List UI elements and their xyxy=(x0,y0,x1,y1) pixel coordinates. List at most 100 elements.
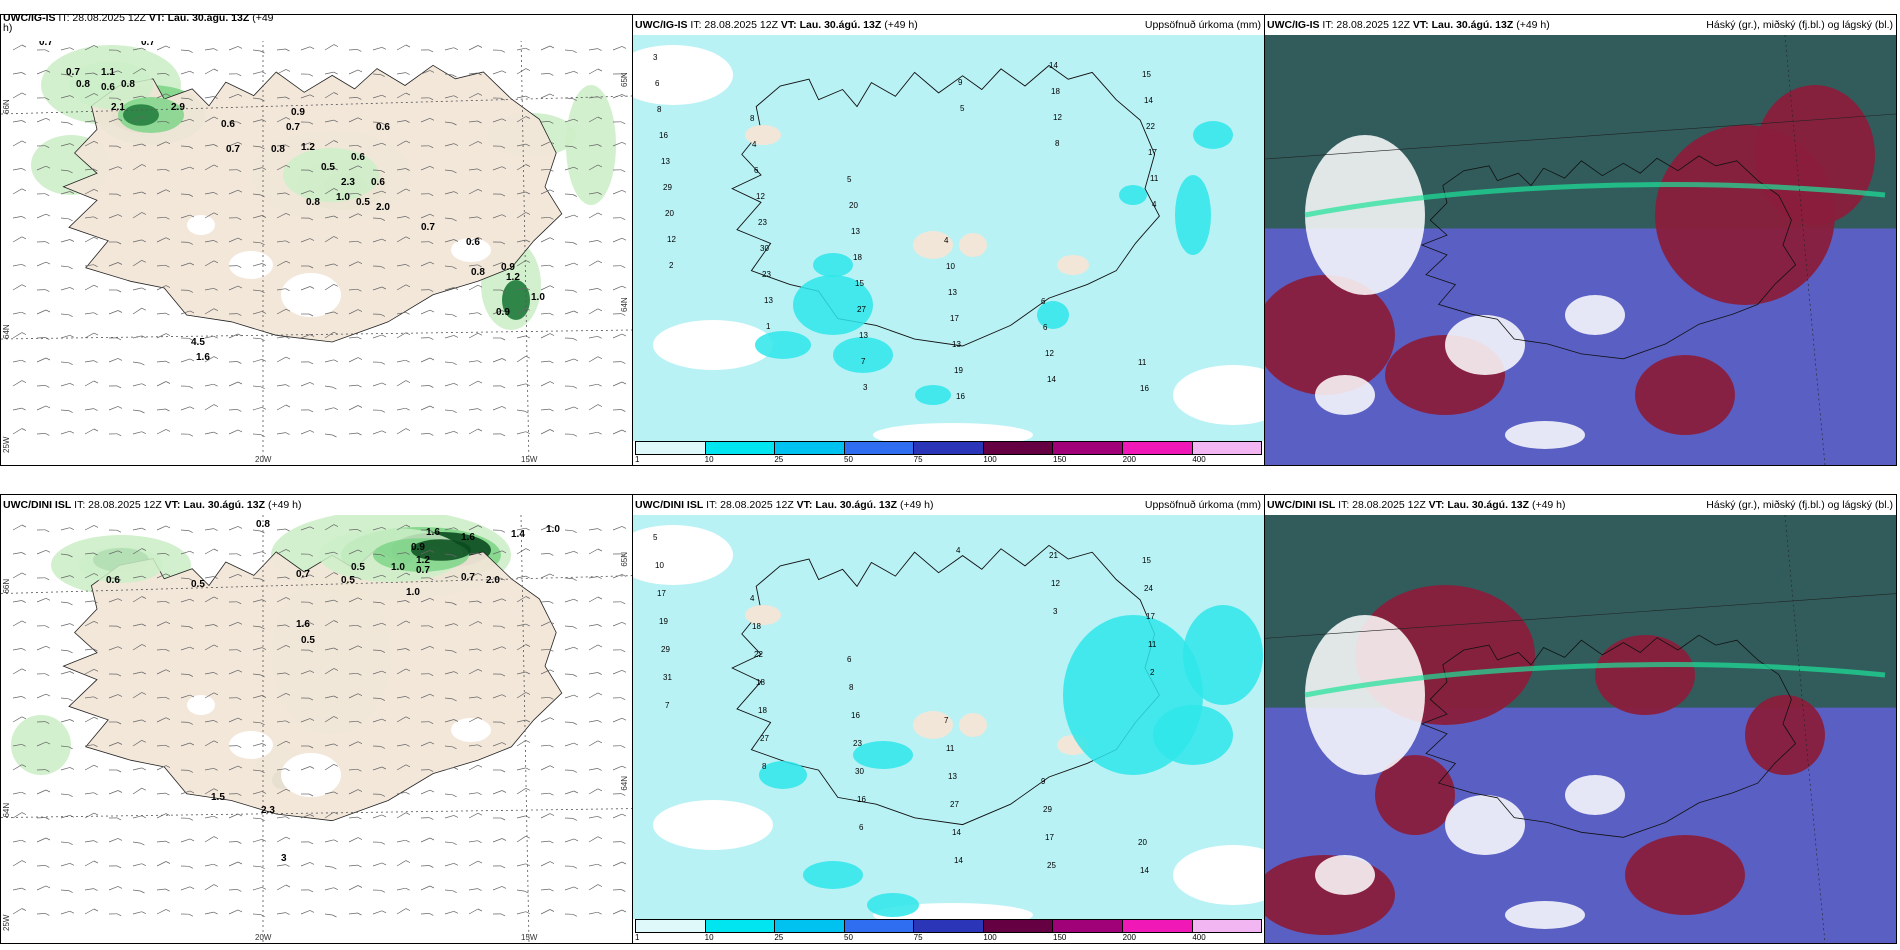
wind-barb-feather xyxy=(429,789,435,793)
wind-barb xyxy=(60,623,70,627)
wind-barb-feather xyxy=(597,863,602,867)
wind-barb xyxy=(564,70,575,75)
precip-value-label: 0.5 xyxy=(301,635,315,646)
wind-barb xyxy=(156,573,167,579)
glacier xyxy=(229,731,273,759)
wind-barb xyxy=(204,308,215,315)
wind-barb-feather xyxy=(285,788,291,792)
accumulated-precip-map[interactable]: 3854611642010616861313121516121817141413… xyxy=(633,15,1264,465)
wind-barb-feather xyxy=(405,600,410,603)
wind-barb-feather xyxy=(141,911,146,915)
wind-barb-feather xyxy=(573,118,579,122)
wind-barb xyxy=(324,236,334,243)
wind-barb-feather xyxy=(165,573,171,577)
wind-barb xyxy=(588,884,599,891)
init-time: IT: 28.08.2025 12Z xyxy=(55,15,149,24)
precip-value-label: 0.7 xyxy=(296,569,310,580)
wind-barb-feather xyxy=(453,862,459,866)
wind-barb-feather xyxy=(285,864,290,867)
precip-value-label: 12 xyxy=(756,192,765,201)
wind-barb xyxy=(84,648,94,651)
wind-barb-feather xyxy=(21,428,27,431)
wind-barb xyxy=(36,69,47,75)
wind-barb-feather xyxy=(68,794,73,798)
wind-barb xyxy=(276,836,287,843)
wind-barb xyxy=(60,334,71,339)
wind-barb-feather xyxy=(429,885,435,889)
wind-barb-feather xyxy=(165,525,171,529)
wind-barb-feather xyxy=(477,284,483,288)
wind-barb xyxy=(84,72,94,75)
wind-barb xyxy=(60,745,69,748)
wind-barb xyxy=(516,335,526,339)
precip-value-label: 19 xyxy=(954,366,963,375)
wind-barb-feather xyxy=(453,815,459,818)
panel-header: UWC/IG-IS IT: 28.08.2025 12Z VT: Lau. 30… xyxy=(633,15,1264,35)
clear-sky-area xyxy=(1445,315,1525,375)
wind-barb-feather xyxy=(93,620,99,624)
precip-wind-map[interactable]: 0.7 0.71.10.70.8 0.6 0.82.1 2.90.60.70.90.70… xyxy=(1,15,632,465)
wind-barb-feather xyxy=(93,840,98,843)
wind-barb-feather xyxy=(45,625,50,629)
wind-barb-feather xyxy=(260,338,265,342)
wind-barb xyxy=(60,73,69,76)
wind-barb-feather xyxy=(381,430,387,434)
wind-barb xyxy=(324,284,334,291)
wind-barb-feather xyxy=(309,286,315,289)
wind-barb xyxy=(12,72,22,75)
wind-barb-feather xyxy=(333,71,338,75)
wind-barb-feather xyxy=(429,261,435,265)
wind-barb xyxy=(84,600,94,603)
wind-barb xyxy=(372,649,381,651)
cloud-cover-map[interactable] xyxy=(1265,495,1896,943)
field-title: Háský (gr.), miðský (fj.bl.) og lágský (… xyxy=(1706,19,1893,31)
wind-barb xyxy=(396,839,406,843)
wind-barb-feather xyxy=(429,165,435,169)
wind-barb xyxy=(588,240,598,243)
precip-value-label: 2 xyxy=(1150,668,1155,677)
cloud-cover-map[interactable] xyxy=(1265,15,1896,465)
wind-barb-feather xyxy=(549,45,555,49)
wind-barb-feather xyxy=(309,382,315,385)
wind-barb-feather xyxy=(117,598,123,602)
wind-barb-feather xyxy=(333,716,338,719)
dry-area xyxy=(745,125,781,145)
precip-value-label: 27 xyxy=(857,305,866,314)
wind-barb-feather xyxy=(572,98,577,101)
wind-barb-feather xyxy=(452,890,457,894)
wind-barb-feather xyxy=(237,669,243,673)
wind-barb xyxy=(348,912,358,915)
wind-barb xyxy=(108,886,119,891)
wind-barb xyxy=(180,406,191,411)
accumulated-precip-map[interactable]: 5467920101881129141722161317151918232725… xyxy=(633,495,1264,943)
precip-value-label: 11 xyxy=(946,744,955,753)
wind-barb xyxy=(492,886,503,891)
precip-value-label: 2.3 xyxy=(261,805,275,816)
wind-barb-feather xyxy=(21,696,26,699)
precip-value-label: 18 xyxy=(853,253,862,262)
glacier xyxy=(451,718,491,742)
wind-barb xyxy=(132,575,142,579)
wind-barb xyxy=(180,310,191,315)
precip-value-label: 20 xyxy=(849,201,858,210)
precip-value-label: 31 xyxy=(663,673,672,682)
wind-barb-feather xyxy=(525,719,530,723)
precip-value-label: 29 xyxy=(661,645,670,654)
wind-barb xyxy=(564,118,575,123)
wind-barb xyxy=(132,623,142,627)
wind-barb xyxy=(516,911,526,915)
precip-value-label: 0.8 xyxy=(271,144,285,155)
wind-barb-feather xyxy=(573,166,579,170)
wind-barb xyxy=(324,791,334,795)
wind-barb xyxy=(564,838,575,843)
wind-barb xyxy=(420,789,431,795)
precip-wind-map[interactable]: 0.81.6 1.6 1.4 1.00.91.21.0 0.70.50.70.50.6 0… xyxy=(1,495,632,943)
clear-sky-area xyxy=(1565,775,1625,815)
glacier xyxy=(229,251,273,279)
wind-barb-feather xyxy=(93,888,98,891)
wind-barb xyxy=(588,68,599,75)
wind-barb-feather xyxy=(428,49,434,53)
wind-barb-feather xyxy=(68,314,73,318)
wind-barb-feather xyxy=(477,312,482,316)
clear-sky-area xyxy=(1305,135,1425,295)
